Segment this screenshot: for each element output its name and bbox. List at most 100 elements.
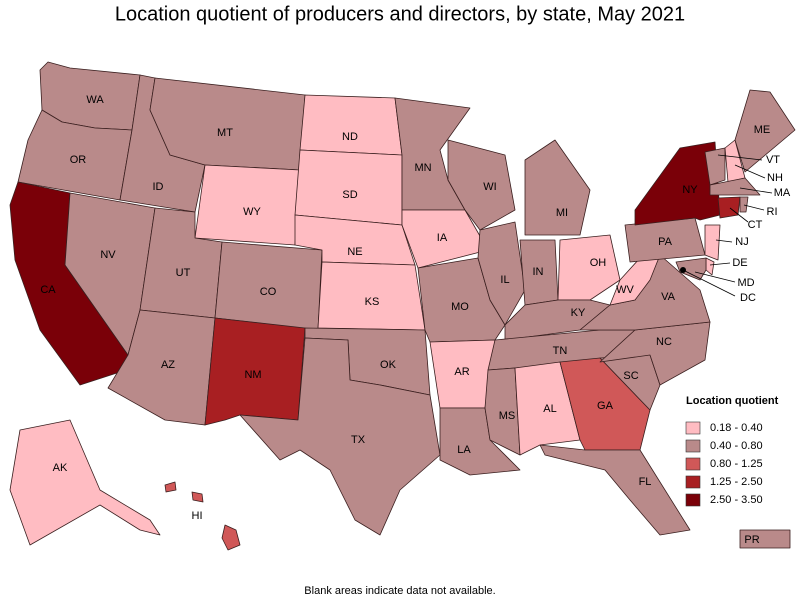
state-label: IL bbox=[500, 274, 509, 286]
leader-line bbox=[715, 239, 733, 243]
leader-line bbox=[743, 204, 765, 211]
state-shape bbox=[294, 149, 403, 226]
state-label: NV bbox=[100, 249, 116, 261]
state-label: ME bbox=[754, 124, 771, 136]
state-label: MO bbox=[451, 301, 469, 313]
state-shape bbox=[634, 141, 721, 226]
state-label: NC bbox=[656, 336, 672, 348]
legend-title: Location quotient bbox=[686, 395, 779, 407]
state-label: WY bbox=[243, 206, 261, 218]
state-label: WI bbox=[483, 181, 496, 193]
state-label: PA bbox=[658, 236, 673, 248]
state-label: MN bbox=[414, 162, 431, 174]
state-label: AK bbox=[53, 462, 68, 474]
state-label: MT bbox=[217, 127, 233, 139]
state-shape bbox=[704, 147, 726, 186]
state-shape bbox=[705, 257, 715, 276]
state-label: MA bbox=[774, 187, 791, 199]
state-label: SD bbox=[342, 189, 357, 201]
state-label: ID bbox=[153, 181, 164, 193]
legend-swatch bbox=[685, 457, 701, 471]
state-label: RI bbox=[767, 206, 778, 218]
state-shape bbox=[539, 444, 691, 536]
state-shape bbox=[221, 524, 241, 551]
state-label: PR bbox=[744, 534, 759, 546]
leader-line bbox=[682, 269, 736, 297]
state-label: NY bbox=[682, 184, 698, 196]
state-label: ND bbox=[342, 131, 358, 143]
state-shape bbox=[9, 419, 161, 546]
state-label: FL bbox=[639, 476, 652, 488]
legend-label: 0.40 - 0.80 bbox=[710, 440, 763, 452]
state-shape bbox=[704, 224, 721, 261]
state-label: WA bbox=[86, 94, 104, 106]
leader-line bbox=[734, 164, 766, 179]
state-label: AZ bbox=[161, 359, 175, 371]
state-label: NH bbox=[767, 172, 783, 184]
state-shape bbox=[709, 177, 761, 196]
state-label: NJ bbox=[735, 236, 748, 248]
state-label: IA bbox=[437, 232, 448, 244]
states bbox=[9, 61, 796, 551]
state-shape bbox=[557, 234, 621, 301]
state-label: CA bbox=[40, 284, 56, 296]
legend-label: 2.50 - 3.50 bbox=[710, 494, 763, 506]
state-label: VT bbox=[766, 154, 780, 166]
state-shape bbox=[675, 257, 707, 281]
state-label: DE bbox=[732, 257, 747, 269]
state-shape bbox=[401, 209, 489, 269]
leader-line bbox=[694, 271, 736, 283]
state-label: LA bbox=[457, 444, 471, 456]
state-label: KY bbox=[571, 307, 586, 319]
state-shape bbox=[717, 196, 741, 219]
state-shape bbox=[484, 367, 521, 456]
state-label: NM bbox=[244, 369, 261, 381]
state-shape bbox=[739, 196, 749, 213]
footnote: Blank areas indicate data not available. bbox=[304, 585, 495, 597]
state-label: MS bbox=[499, 410, 516, 422]
state-label: OR bbox=[70, 154, 87, 166]
state-shape bbox=[739, 529, 791, 549]
state-label: OK bbox=[380, 359, 397, 371]
state-label: CO bbox=[260, 286, 277, 298]
state-label: WV bbox=[616, 284, 634, 296]
leader-line bbox=[729, 207, 749, 223]
state-labels: WA OR CA NV ID MT WY UT CO AZ NM ND SD NE KS OK TX MN IA MO… bbox=[40, 94, 791, 546]
legend-swatch bbox=[685, 421, 701, 435]
state-label: HI bbox=[192, 510, 203, 522]
state-label: DC bbox=[740, 292, 756, 304]
state-label: GA bbox=[597, 400, 614, 412]
state-label: AL bbox=[543, 403, 556, 415]
state-label: UT bbox=[176, 267, 191, 279]
state-shape bbox=[239, 337, 441, 536]
map-title: Location quotient of producers and direc… bbox=[115, 3, 685, 25]
leader-line bbox=[709, 262, 731, 266]
state-label: IN bbox=[533, 266, 544, 278]
state-label: TN bbox=[553, 345, 568, 357]
leader-line bbox=[717, 154, 763, 161]
state-label: MD bbox=[737, 277, 754, 289]
legend-label: 0.80 - 1.25 bbox=[710, 458, 763, 470]
state-label: VA bbox=[661, 291, 676, 303]
state-label: AR bbox=[454, 366, 469, 378]
state-label: TX bbox=[351, 434, 366, 446]
legend-swatch bbox=[685, 475, 701, 489]
state-shape bbox=[191, 491, 204, 503]
legend-swatch bbox=[685, 439, 701, 453]
legend-swatch bbox=[685, 493, 701, 507]
state-shape bbox=[734, 89, 796, 173]
state-shape bbox=[299, 94, 403, 156]
legend: Location quotient 0.18 - 0.40 0.40 - 0.80… bbox=[685, 395, 779, 507]
state-shape bbox=[164, 481, 177, 493]
legend-label: 0.18 - 0.40 bbox=[710, 422, 763, 434]
state-shape bbox=[524, 139, 591, 236]
legend-label: 1.25 - 2.50 bbox=[710, 476, 763, 488]
state-label: CT bbox=[748, 219, 763, 231]
state-label: SC bbox=[623, 370, 638, 382]
state-shape bbox=[514, 361, 581, 456]
state-label: KS bbox=[365, 296, 380, 308]
state-label: MI bbox=[556, 207, 568, 219]
state-label: NE bbox=[347, 246, 362, 258]
state-label: OH bbox=[590, 257, 607, 269]
